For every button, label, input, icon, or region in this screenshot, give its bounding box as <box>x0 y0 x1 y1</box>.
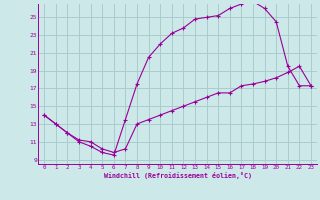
X-axis label: Windchill (Refroidissement éolien,°C): Windchill (Refroidissement éolien,°C) <box>104 172 252 179</box>
